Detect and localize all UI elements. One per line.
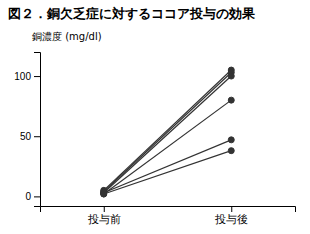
y-tick: 100 (14, 71, 40, 82)
point (228, 148, 234, 154)
x-tick-label: 投与後 (214, 213, 248, 225)
x-axis-line (41, 207, 296, 213)
point (101, 191, 107, 197)
y-tick-label: 50 (20, 131, 32, 142)
series-line (104, 151, 232, 194)
point (228, 97, 234, 103)
x-tick: 投与前 (87, 206, 121, 225)
y-tick: 0 (25, 191, 40, 202)
point (101, 191, 107, 197)
marks (101, 67, 235, 197)
series-line (104, 72, 232, 191)
y-tick: 50 (20, 131, 40, 142)
series-line (104, 76, 232, 193)
series-line (104, 140, 232, 193)
x-tick-label: 投与前 (87, 213, 121, 225)
y-tick-mark (34, 136, 40, 137)
x-axis: 投与前 投与後 (41, 206, 296, 225)
series-line (104, 100, 232, 194)
y-axis-label: 銅濃度 (mg/dl) (32, 31, 102, 42)
x-tick-mark (104, 206, 105, 212)
title: 図２．銅欠乏症に対するココア投与の効果 (8, 6, 256, 21)
point (228, 137, 234, 143)
y-tick-mark (34, 76, 40, 77)
chart: 図２．銅欠乏症に対するココア投与の効果銅濃度 (mg/dl)050100投与前投… (0, 0, 310, 234)
x-tick: 投与後 (214, 206, 248, 225)
x-tick-mark (231, 206, 232, 212)
point (228, 73, 234, 79)
y-tick-label: 100 (14, 71, 31, 82)
y-tick-mark (34, 196, 40, 197)
y-axis: 0 50 100 (14, 53, 40, 207)
plot: 0 50 100 投与前 投与後 (14, 53, 295, 225)
y-tick-label: 0 (25, 191, 31, 202)
y-axis-line (34, 53, 41, 207)
